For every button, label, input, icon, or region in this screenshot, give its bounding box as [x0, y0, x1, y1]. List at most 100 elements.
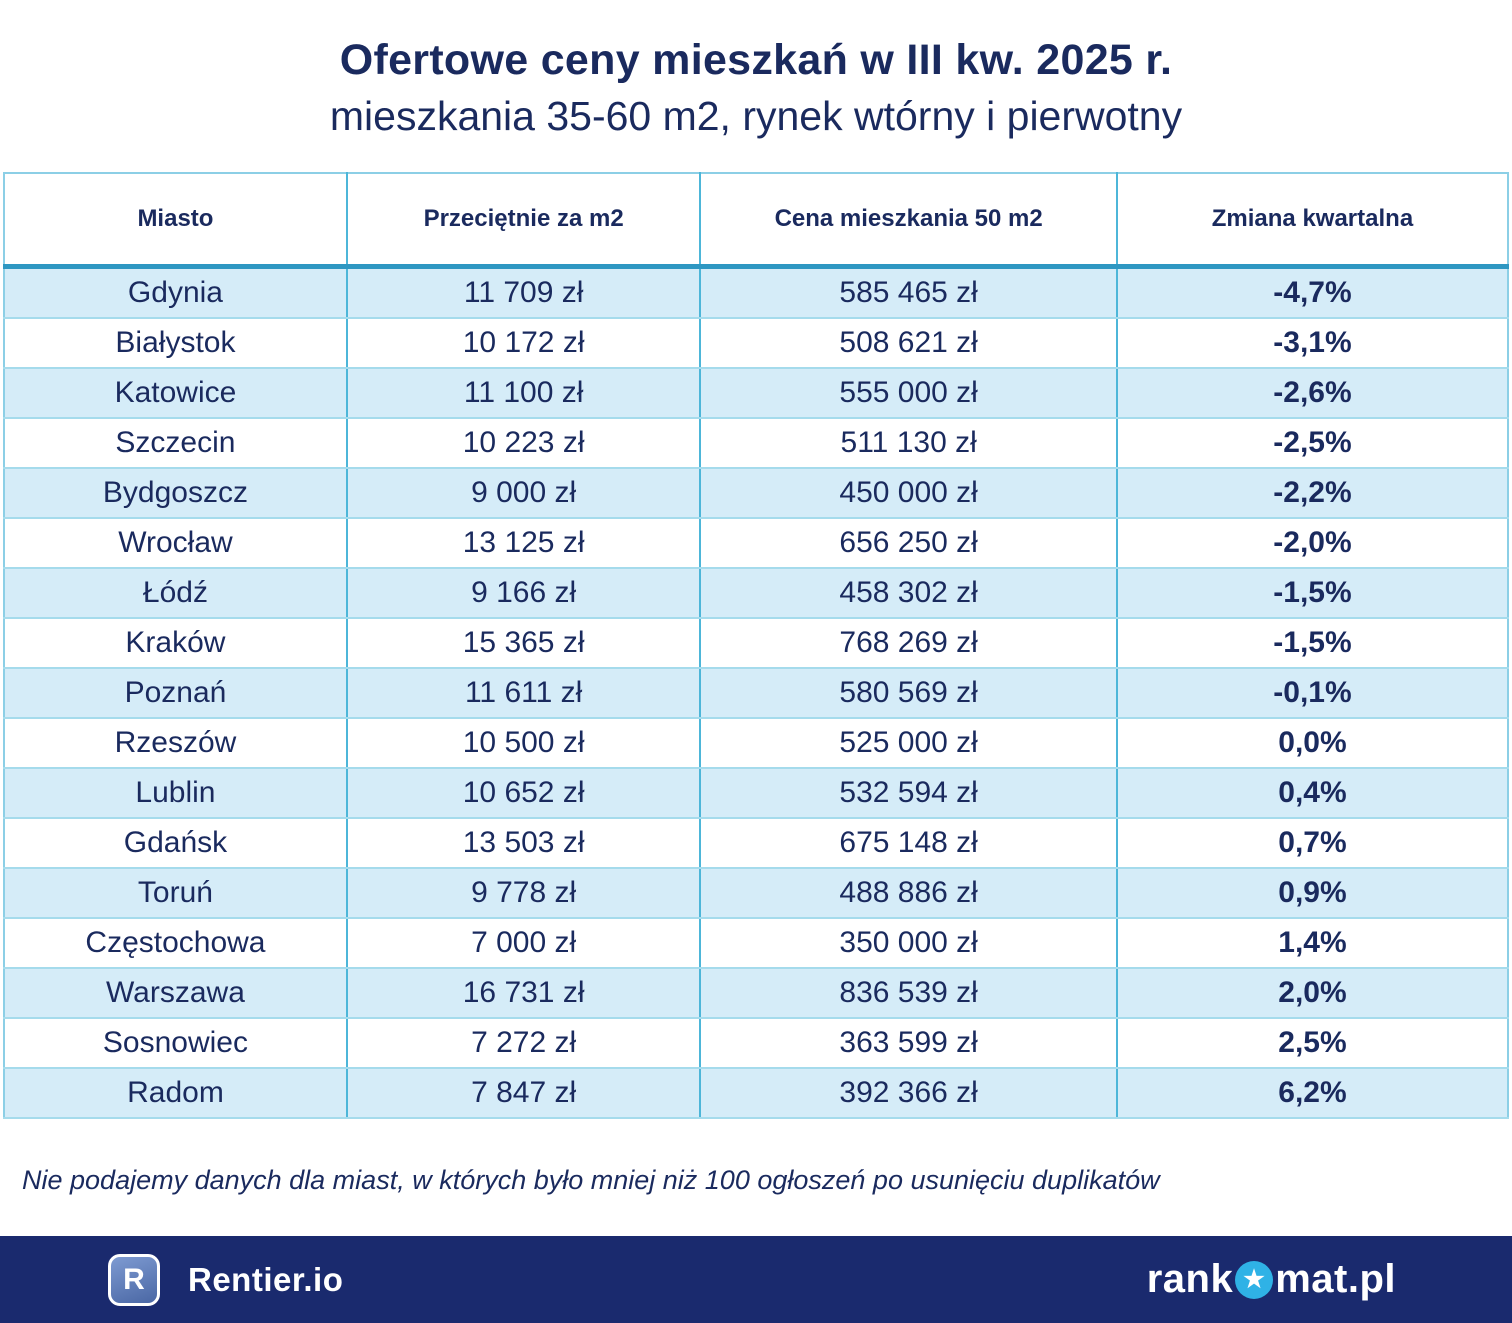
price-m2-cell: 10 223 zł: [345, 418, 701, 469]
price-50m2-cell: 675 148 zł: [699, 818, 1117, 869]
header: Ofertowe ceny mieszkań w III kw. 2025 r.…: [0, 0, 1512, 140]
table-header-row: Miasto Przeciętnie za m2 Cena mieszkania 5…: [4, 173, 1508, 269]
table-row: Sosnowiec 7 272 zł 363 599 zł 2,5%: [4, 1018, 1508, 1069]
price-50m2-cell: 392 366 zł: [699, 1068, 1117, 1119]
table-row: Katowice 11 100 zł 555 000 zł -2,6%: [4, 368, 1508, 419]
change-cell: -0,1%: [1115, 668, 1508, 719]
price-m2-cell: 7 272 zł: [345, 1018, 701, 1069]
column-header: Miasto: [4, 173, 347, 269]
price-50m2-cell: 768 269 zł: [699, 618, 1117, 669]
table-row: Łódź 9 166 zł 458 302 zł -1,5%: [4, 568, 1508, 619]
price-50m2-cell: 511 130 zł: [699, 418, 1117, 469]
change-cell: 0,4%: [1115, 768, 1508, 819]
price-50m2-cell: 450 000 zł: [699, 468, 1117, 519]
table-row: Lublin 10 652 zł 532 594 zł 0,4%: [4, 768, 1508, 819]
rankomat-prefix: rank: [1146, 1257, 1234, 1301]
city-cell: Sosnowiec: [4, 1018, 347, 1069]
change-cell: 0,0%: [1115, 718, 1508, 769]
price-50m2-cell: 363 599 zł: [699, 1018, 1117, 1069]
price-50m2-cell: 555 000 zł: [699, 368, 1117, 419]
price-m2-cell: 7 847 zł: [345, 1068, 701, 1119]
table-row: Gdynia 11 709 zł 585 465 zł -4,7%: [4, 266, 1508, 319]
rentier-logo: R Rentier.io: [108, 1253, 344, 1306]
price-m2-cell: 9 166 zł: [345, 568, 701, 619]
price-m2-cell: 9 778 zł: [345, 868, 701, 919]
change-cell: 2,5%: [1115, 1018, 1508, 1069]
change-cell: 0,7%: [1115, 818, 1508, 869]
table-row: Rzeszów 10 500 zł 525 000 zł 0,0%: [4, 718, 1508, 769]
city-cell: Kraków: [4, 618, 347, 669]
price-m2-cell: 13 503 zł: [345, 818, 701, 869]
price-50m2-cell: 656 250 zł: [699, 518, 1117, 569]
city-cell: Poznań: [4, 668, 347, 719]
city-cell: Szczecin: [4, 418, 347, 469]
price-m2-cell: 13 125 zł: [345, 518, 701, 569]
table-row: Warszawa 16 731 zł 836 539 zł 2,0%: [4, 968, 1508, 1019]
change-cell: -2,0%: [1115, 518, 1508, 569]
price-50m2-cell: 458 302 zł: [699, 568, 1117, 619]
page-title: Ofertowe ceny mieszkań w III kw. 2025 r.: [339, 36, 1173, 84]
price-m2-cell: 11 100 zł: [345, 368, 701, 419]
prices-table: Miasto Przeciętnie za m2 Cena mieszkania 5…: [3, 172, 1509, 1119]
change-cell: 6,2%: [1115, 1068, 1508, 1119]
table-row: Poznań 11 611 zł 580 569 zł -0,1%: [4, 668, 1508, 719]
price-50m2-cell: 585 465 zł: [699, 266, 1117, 319]
table-row: Szczecin 10 223 zł 511 130 zł -2,5%: [4, 418, 1508, 469]
price-50m2-cell: 488 886 zł: [699, 868, 1117, 919]
city-cell: Gdańsk: [4, 818, 347, 869]
table-row: Białystok 10 172 zł 508 621 zł -3,1%: [4, 318, 1508, 369]
price-50m2-cell: 508 621 zł: [699, 318, 1117, 369]
table-row: Bydgoszcz 9 000 zł 450 000 zł -2,2%: [4, 468, 1508, 519]
price-m2-cell: 11 709 zł: [345, 266, 701, 319]
table-row: Radom 7 847 zł 392 366 zł 6,2%: [4, 1068, 1508, 1119]
table-row: Częstochowa 7 000 zł 350 000 zł 1,4%: [4, 918, 1508, 969]
change-cell: -2,2%: [1115, 468, 1508, 519]
price-m2-cell: 16 731 zł: [345, 968, 701, 1019]
table-row: Wrocław 13 125 zł 656 250 zł -2,0%: [4, 518, 1508, 569]
page-subtitle: mieszkania 35-60 m2, rynek wtórny i pier…: [329, 93, 1183, 139]
change-cell: 1,4%: [1115, 918, 1508, 969]
city-cell: Wrocław: [4, 518, 347, 569]
table-row: Gdańsk 13 503 zł 675 148 zł 0,7%: [4, 818, 1508, 869]
city-cell: Łódź: [4, 568, 347, 619]
price-50m2-cell: 525 000 zł: [699, 718, 1117, 769]
column-header: Zmiana kwartalna: [1115, 173, 1508, 269]
price-m2-cell: 9 000 zł: [345, 468, 701, 519]
price-50m2-cell: 532 594 zł: [699, 768, 1117, 819]
city-cell: Warszawa: [4, 968, 347, 1019]
change-cell: 2,0%: [1115, 968, 1508, 1019]
price-50m2-cell: 580 569 zł: [699, 668, 1117, 719]
column-header: Przeciętnie za m2: [345, 173, 701, 269]
price-m2-cell: 7 000 zł: [345, 918, 701, 969]
price-50m2-cell: 836 539 zł: [699, 968, 1117, 1019]
change-cell: -1,5%: [1115, 618, 1508, 669]
change-cell: -1,5%: [1115, 568, 1508, 619]
rentier-label: Rentier.io: [188, 1260, 344, 1298]
star-icon: ★: [1235, 1260, 1274, 1299]
city-cell: Częstochowa: [4, 918, 347, 969]
change-cell: -3,1%: [1115, 318, 1508, 369]
rankomat-logo: rank ★ mat.pl: [1147, 1257, 1396, 1302]
city-cell: Radom: [4, 1068, 347, 1119]
rankomat-suffix: mat.pl: [1275, 1257, 1396, 1301]
city-cell: Toruń: [4, 868, 347, 919]
table-row: Kraków 15 365 zł 768 269 zł -1,5%: [4, 618, 1508, 669]
price-m2-cell: 15 365 zł: [345, 618, 701, 669]
city-cell: Gdynia: [4, 266, 347, 319]
city-cell: Rzeszów: [4, 718, 347, 769]
city-cell: Białystok: [4, 318, 347, 369]
price-m2-cell: 11 611 zł: [345, 668, 701, 719]
city-cell: Katowice: [4, 368, 347, 419]
change-cell: 0,9%: [1115, 868, 1508, 919]
rentier-badge-icon: R: [108, 1253, 160, 1306]
footnote: Nie podajemy danych dla miast, w których…: [22, 1165, 1160, 1195]
table-row: Toruń 9 778 zł 488 886 zł 0,9%: [4, 868, 1508, 919]
price-50m2-cell: 350 000 zł: [699, 918, 1117, 969]
price-m2-cell: 10 500 zł: [345, 718, 701, 769]
price-m2-cell: 10 652 zł: [345, 768, 701, 819]
change-cell: -2,6%: [1115, 368, 1508, 419]
price-m2-cell: 10 172 zł: [345, 318, 701, 369]
city-cell: Lublin: [4, 768, 347, 819]
footer-bar: R Rentier.io rank ★ mat.pl: [0, 1236, 1512, 1323]
city-cell: Bydgoszcz: [4, 468, 347, 519]
